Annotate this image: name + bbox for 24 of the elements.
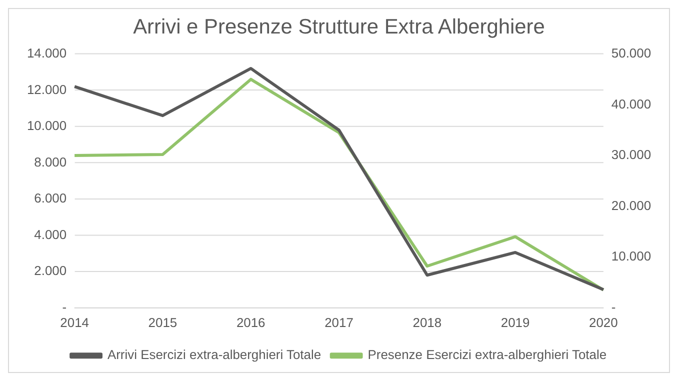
- y-tick-label: 14.000: [26, 46, 67, 61]
- chart-title: Arrivi e Presenze Strutture Extra Alberghiere: [133, 15, 545, 38]
- y2-tick-label: 20.000: [611, 198, 652, 213]
- y2-tick-label: 30.000: [611, 147, 652, 162]
- x-tick-label: 2016: [236, 315, 266, 330]
- y-tick-label: 4.000: [34, 226, 67, 242]
- y-tick-label: 6.000: [34, 190, 67, 206]
- y-tick-label: 10.000: [26, 118, 67, 134]
- legend-label: Presenze Esercizi extra-alberghieri Totale: [368, 347, 607, 362]
- legend-label: Arrivi Esercizi extra-alberghieri Totale: [107, 347, 322, 362]
- y-tick-label: 12.000: [26, 82, 67, 97]
- x-tick-label: 2019: [500, 315, 530, 330]
- y-tick-label: 2.000: [34, 263, 67, 278]
- x-tick-label: 2020: [589, 315, 618, 330]
- y-tick-label: 8.000: [34, 154, 67, 170]
- y2-tick-label: 10.000: [611, 248, 652, 264]
- x-tick-label: 2014: [60, 315, 89, 330]
- x-tick-label: 2018: [412, 315, 442, 330]
- y-tick-label: -: [62, 299, 67, 314]
- x-tick-label: 2017: [324, 315, 354, 330]
- y2-tick-label: 50.000: [611, 46, 652, 61]
- y2-tick-label: 40.000: [611, 96, 652, 112]
- x-tick-label: 2015: [148, 315, 178, 330]
- y2-tick-label: -: [611, 299, 616, 314]
